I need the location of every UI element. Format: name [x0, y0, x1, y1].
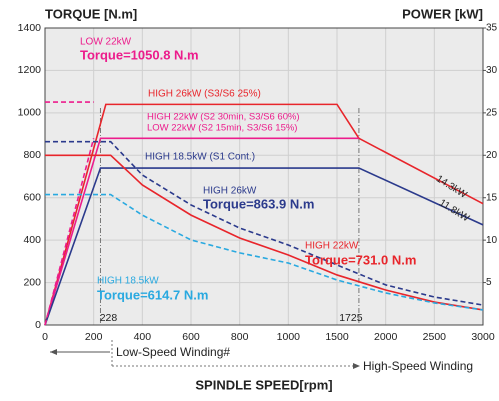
winding-label: High-Speed Winding: [363, 359, 473, 373]
x-tick-label: 2500: [423, 331, 447, 343]
x-tick-label: 1000: [277, 331, 301, 343]
marker-label: 1725: [339, 312, 363, 324]
series-line: [44, 138, 95, 326]
series-line: [44, 103, 484, 326]
annotation: HIGH 22kW: [305, 241, 359, 252]
y2-tick-label: 5: [486, 277, 492, 288]
x-tick-label: 1500: [325, 331, 349, 343]
annotation: HIGH 26kW (S3/S6 25%): [148, 89, 261, 100]
series-line: [45, 193, 484, 311]
plot-frame: [44, 27, 484, 326]
winding-label: Low-Speed Winding#: [116, 345, 230, 359]
y-tick-label: 800: [23, 149, 41, 161]
x-tick-label: 400: [134, 331, 152, 343]
x-tick-label: 0: [42, 331, 48, 343]
x-axis-title: SPINDLE SPEED[rpm]: [195, 377, 332, 392]
x-tick-label: 200: [85, 331, 103, 343]
annotation: HIGH 22kW (S2 30min, S3/S6 60%): [147, 112, 300, 123]
plot-area: [45, 28, 483, 325]
annotation: LOW 22kW (S2 15min, S3/S6 15%): [147, 123, 297, 134]
x-tick-label: 3000: [471, 331, 495, 343]
y-tick-label: 1200: [18, 64, 42, 76]
series-line: [45, 140, 484, 306]
x-tick-label: 800: [231, 331, 249, 343]
y2-tick-label: 25: [486, 107, 498, 118]
annotation: Torque=1050.8 N.m: [80, 47, 199, 62]
y2-tick-label: 10: [486, 235, 498, 246]
y-tick-label: 400: [23, 234, 41, 246]
y2-tick-label: 15: [486, 192, 498, 203]
annotation: HIGH 18.5kW (S1 Cont.): [145, 152, 255, 163]
y2-axis-title: POWER [kW]: [402, 6, 483, 21]
y2-tick-label: 35: [486, 23, 498, 34]
annotation: Torque=614.7 N.m: [97, 287, 208, 302]
annotation: HIGH 18.5kW: [97, 276, 159, 287]
y-tick-label: 0: [35, 319, 41, 331]
y2-tick-label: 30: [486, 65, 498, 76]
y2-tick-label: 20: [486, 150, 498, 161]
y-tick-label: 1000: [18, 107, 42, 119]
series-line: [44, 167, 484, 326]
series-line: [45, 154, 484, 311]
arrow-head: [50, 349, 57, 355]
x-tick-label: 2000: [374, 331, 398, 343]
arrow-head: [353, 363, 360, 369]
annotation: LOW 22kW: [80, 37, 132, 48]
y-tick-label: 200: [23, 276, 41, 288]
x-tick-label: 600: [182, 331, 200, 343]
annotation: HIGH 26kW: [203, 186, 257, 197]
marker-label: 228: [100, 312, 118, 324]
y-tick-label: 600: [23, 191, 41, 203]
y-tick-label: 1400: [18, 22, 42, 34]
y-axis-title: TORQUE [N.m]: [45, 6, 137, 21]
annotation: Torque=863.9 N.m: [203, 196, 314, 211]
annotation: Torque=731.0 N.m: [305, 252, 416, 267]
series-line: [44, 137, 359, 326]
